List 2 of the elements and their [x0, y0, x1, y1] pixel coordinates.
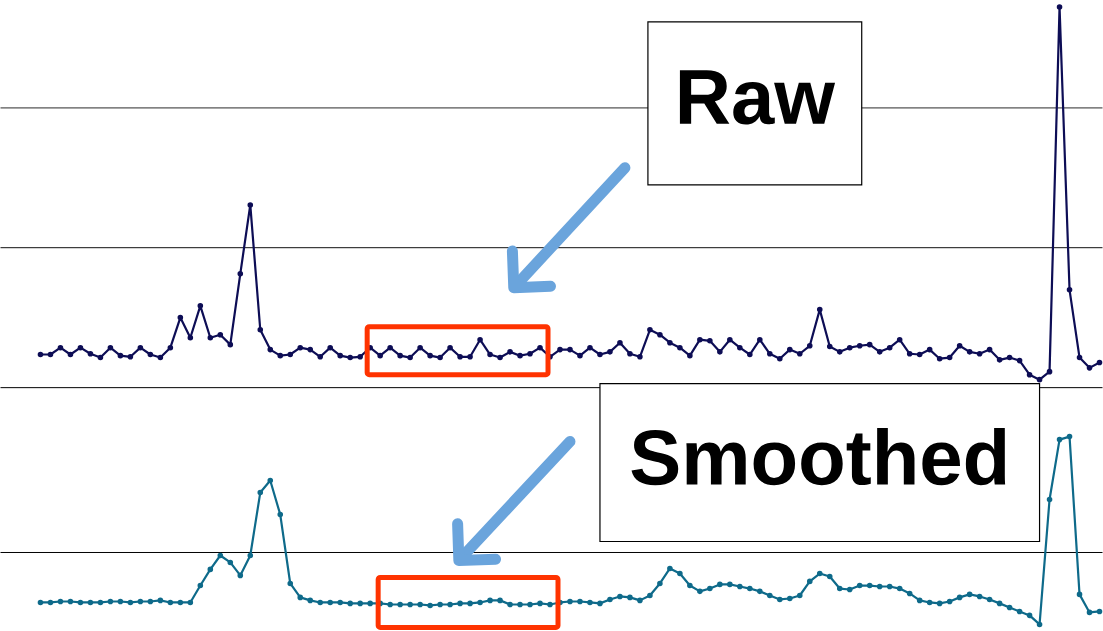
- annotation: Smoothed: [631, 427, 1006, 485]
- annotation: Raw: [679, 70, 836, 125]
